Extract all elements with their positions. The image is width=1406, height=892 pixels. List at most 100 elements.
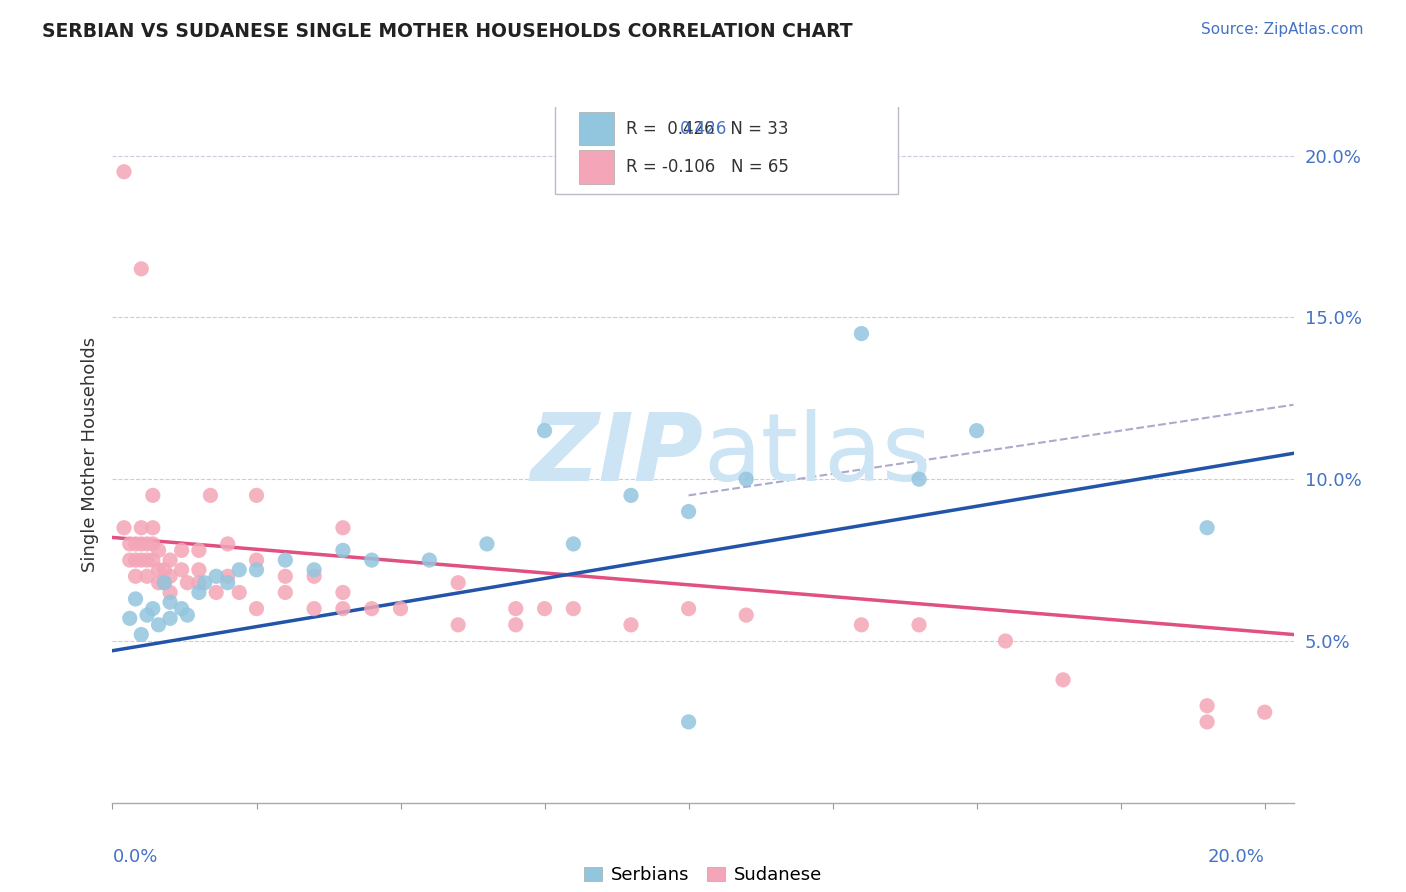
Point xyxy=(124,537,146,551)
Point xyxy=(129,521,152,535)
Point xyxy=(112,165,135,179)
Point xyxy=(118,537,141,551)
Point xyxy=(735,608,758,623)
Point xyxy=(994,634,1017,648)
Point xyxy=(187,563,209,577)
Point xyxy=(245,563,267,577)
Point xyxy=(447,575,470,590)
Point xyxy=(389,601,412,615)
Point xyxy=(205,569,228,583)
Point xyxy=(170,543,193,558)
Point xyxy=(153,563,176,577)
Point xyxy=(274,553,297,567)
Point xyxy=(245,553,267,567)
Point xyxy=(418,553,440,567)
Point xyxy=(332,543,354,558)
Point xyxy=(187,575,209,590)
Point xyxy=(562,601,585,615)
Point xyxy=(302,563,325,577)
Point xyxy=(360,553,382,567)
Point xyxy=(170,601,193,615)
Y-axis label: Single Mother Households: Single Mother Households xyxy=(80,337,98,573)
Text: ZIP: ZIP xyxy=(530,409,703,501)
Point xyxy=(533,424,555,438)
Point xyxy=(118,553,141,567)
Point xyxy=(332,601,354,615)
Point xyxy=(129,537,152,551)
Point xyxy=(533,601,555,615)
Point xyxy=(505,617,527,632)
Point xyxy=(447,617,470,632)
Point xyxy=(735,472,758,486)
Point xyxy=(1197,698,1219,713)
Point xyxy=(274,569,297,583)
Text: 20.0%: 20.0% xyxy=(1208,848,1265,866)
Point xyxy=(159,585,181,599)
Point xyxy=(217,569,239,583)
Point xyxy=(124,569,146,583)
Text: 0.426: 0.426 xyxy=(679,120,727,137)
Point xyxy=(966,424,988,438)
Point xyxy=(562,537,585,551)
Point xyxy=(678,601,700,615)
Point xyxy=(505,601,527,615)
Point xyxy=(302,601,325,615)
Point xyxy=(1254,705,1277,719)
Point xyxy=(851,326,873,341)
Point xyxy=(142,537,165,551)
Point xyxy=(124,591,146,606)
Point xyxy=(142,553,165,567)
Point xyxy=(124,553,146,567)
Point xyxy=(200,488,222,502)
Point xyxy=(217,575,239,590)
Point xyxy=(148,563,170,577)
Point xyxy=(908,472,931,486)
Point xyxy=(148,575,170,590)
Text: R = -0.106   N = 65: R = -0.106 N = 65 xyxy=(626,158,789,176)
Text: 0.0%: 0.0% xyxy=(112,848,157,866)
Point xyxy=(851,617,873,632)
Point xyxy=(1197,714,1219,729)
Point xyxy=(274,585,297,599)
Bar xyxy=(579,150,614,184)
Point xyxy=(187,585,209,599)
Point xyxy=(148,543,170,558)
Point xyxy=(205,585,228,599)
Point xyxy=(1197,521,1219,535)
Point xyxy=(129,627,152,641)
Point xyxy=(142,601,165,615)
Point xyxy=(194,575,217,590)
Point xyxy=(118,611,141,625)
Point xyxy=(142,521,165,535)
Point xyxy=(159,611,181,625)
Point xyxy=(620,617,643,632)
Point xyxy=(908,617,931,632)
Point xyxy=(1052,673,1074,687)
Point xyxy=(176,608,198,623)
Point xyxy=(475,537,498,551)
Point xyxy=(136,553,159,567)
Point xyxy=(129,261,152,276)
Point xyxy=(332,521,354,535)
Point xyxy=(129,553,152,567)
Text: Source: ZipAtlas.com: Source: ZipAtlas.com xyxy=(1201,22,1364,37)
Text: atlas: atlas xyxy=(703,409,931,501)
Point xyxy=(360,601,382,615)
Point xyxy=(142,488,165,502)
Point xyxy=(136,537,159,551)
Point xyxy=(148,617,170,632)
Point xyxy=(217,537,239,551)
Legend: Serbians, Sudanese: Serbians, Sudanese xyxy=(576,859,830,891)
Point xyxy=(176,575,198,590)
Point xyxy=(159,595,181,609)
Point xyxy=(228,563,250,577)
Point xyxy=(187,543,209,558)
Point xyxy=(153,575,176,590)
Point xyxy=(136,608,159,623)
Point xyxy=(332,585,354,599)
Point xyxy=(245,488,267,502)
Point xyxy=(620,488,643,502)
Point xyxy=(153,575,176,590)
Point xyxy=(245,601,267,615)
Point xyxy=(228,585,250,599)
